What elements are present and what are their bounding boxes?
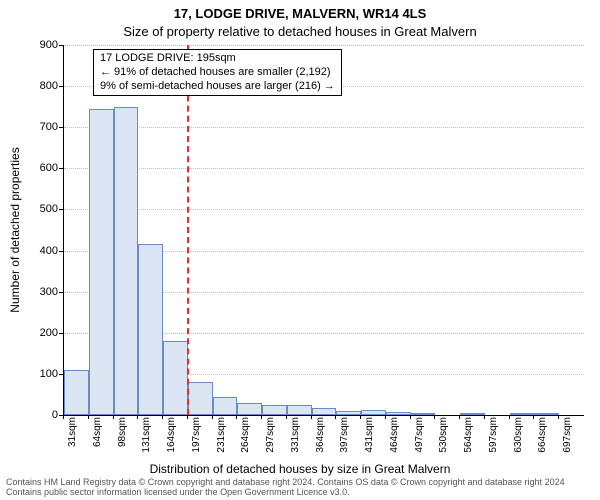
histogram-bar <box>287 405 312 415</box>
x-tick-label: 364sqm <box>315 417 326 467</box>
histogram-bar <box>361 410 386 415</box>
x-tick-mark <box>459 415 460 419</box>
annotation-line-3: 9% of semi-detached houses are larger (2… <box>100 80 335 94</box>
x-tick-mark <box>410 415 411 419</box>
x-tick-mark <box>113 415 114 419</box>
y-tick-mark <box>59 127 63 128</box>
x-tick-mark <box>311 415 312 419</box>
histogram-bar <box>114 107 139 415</box>
x-tick-label: 664sqm <box>537 417 548 467</box>
y-tick-mark <box>59 333 63 334</box>
x-tick-label: 464sqm <box>389 417 400 467</box>
y-tick-label: 100 <box>18 368 58 380</box>
title-sub: Size of property relative to detached ho… <box>0 24 600 39</box>
histogram-bar <box>64 370 89 415</box>
histogram-bar <box>138 244 163 415</box>
y-tick-label: 400 <box>18 245 58 257</box>
y-tick-label: 700 <box>18 121 58 133</box>
x-tick-mark <box>162 415 163 419</box>
y-tick-mark <box>59 251 63 252</box>
x-tick-mark <box>434 415 435 419</box>
title-main: 17, LODGE DRIVE, MALVERN, WR14 4LS <box>0 6 600 21</box>
x-tick-label: 131sqm <box>141 417 152 467</box>
histogram-bar <box>89 109 114 415</box>
x-tick-label: 697sqm <box>562 417 573 467</box>
x-tick-label: 31sqm <box>67 417 78 467</box>
x-tick-mark <box>261 415 262 419</box>
y-tick-label: 900 <box>18 39 58 51</box>
x-tick-label: 497sqm <box>414 417 425 467</box>
gridline <box>64 209 584 210</box>
y-axis-label: Number of detached properties <box>8 45 22 415</box>
footnote: Contains HM Land Registry data © Crown c… <box>6 478 594 498</box>
x-tick-mark <box>509 415 510 419</box>
y-tick-mark <box>59 209 63 210</box>
histogram-bar <box>411 413 436 415</box>
histogram-bar <box>534 413 559 415</box>
y-tick-mark <box>59 292 63 293</box>
x-tick-label: 98sqm <box>117 417 128 467</box>
x-tick-mark <box>558 415 559 419</box>
x-tick-mark <box>286 415 287 419</box>
histogram-bar <box>510 413 535 415</box>
x-tick-mark <box>137 415 138 419</box>
histogram-bar <box>262 405 287 415</box>
gridline <box>64 45 584 46</box>
x-tick-label: 630sqm <box>513 417 524 467</box>
x-tick-mark <box>236 415 237 419</box>
annotation-line-2: ← 91% of detached houses are smaller (2,… <box>100 66 335 80</box>
y-tick-label: 0 <box>18 409 58 421</box>
x-tick-mark <box>88 415 89 419</box>
x-tick-label: 64sqm <box>92 417 103 467</box>
x-tick-label: 564sqm <box>463 417 474 467</box>
y-tick-label: 800 <box>18 80 58 92</box>
histogram-bar <box>460 413 485 415</box>
histogram-bar <box>188 382 213 415</box>
annotation-line-1: 17 LODGE DRIVE: 195sqm <box>100 52 335 66</box>
x-tick-label: 331sqm <box>290 417 301 467</box>
gridline <box>64 168 584 169</box>
histogram-bar <box>237 403 262 415</box>
x-tick-label: 397sqm <box>339 417 350 467</box>
x-tick-label: 231sqm <box>216 417 227 467</box>
x-tick-label: 597sqm <box>488 417 499 467</box>
histogram-bar <box>312 408 337 415</box>
y-tick-mark <box>59 86 63 87</box>
x-tick-label: 264sqm <box>240 417 251 467</box>
y-tick-mark <box>59 374 63 375</box>
x-tick-mark <box>212 415 213 419</box>
x-tick-mark <box>533 415 534 419</box>
x-tick-label: 197sqm <box>191 417 202 467</box>
x-tick-label: 297sqm <box>265 417 276 467</box>
reference-line <box>187 45 189 415</box>
y-tick-label: 500 <box>18 203 58 215</box>
y-tick-label: 200 <box>18 327 58 339</box>
histogram-bar <box>336 411 361 415</box>
x-tick-mark <box>335 415 336 419</box>
histogram-bar <box>163 341 188 415</box>
chart-container: 17, LODGE DRIVE, MALVERN, WR14 4LS Size … <box>0 0 600 500</box>
y-tick-label: 600 <box>18 162 58 174</box>
x-tick-mark <box>484 415 485 419</box>
histogram-bar <box>386 412 411 415</box>
x-tick-mark <box>63 415 64 419</box>
x-tick-label: 164sqm <box>166 417 177 467</box>
x-tick-mark <box>187 415 188 419</box>
x-tick-mark <box>385 415 386 419</box>
y-tick-mark <box>59 45 63 46</box>
x-tick-label: 530sqm <box>438 417 449 467</box>
annotation-box: 17 LODGE DRIVE: 195sqm ← 91% of detached… <box>93 49 342 96</box>
x-tick-mark <box>360 415 361 419</box>
y-tick-label: 300 <box>18 286 58 298</box>
x-tick-label: 431sqm <box>364 417 375 467</box>
y-tick-mark <box>59 168 63 169</box>
plot-area <box>63 45 584 416</box>
histogram-bar <box>213 397 238 416</box>
gridline <box>64 127 584 128</box>
